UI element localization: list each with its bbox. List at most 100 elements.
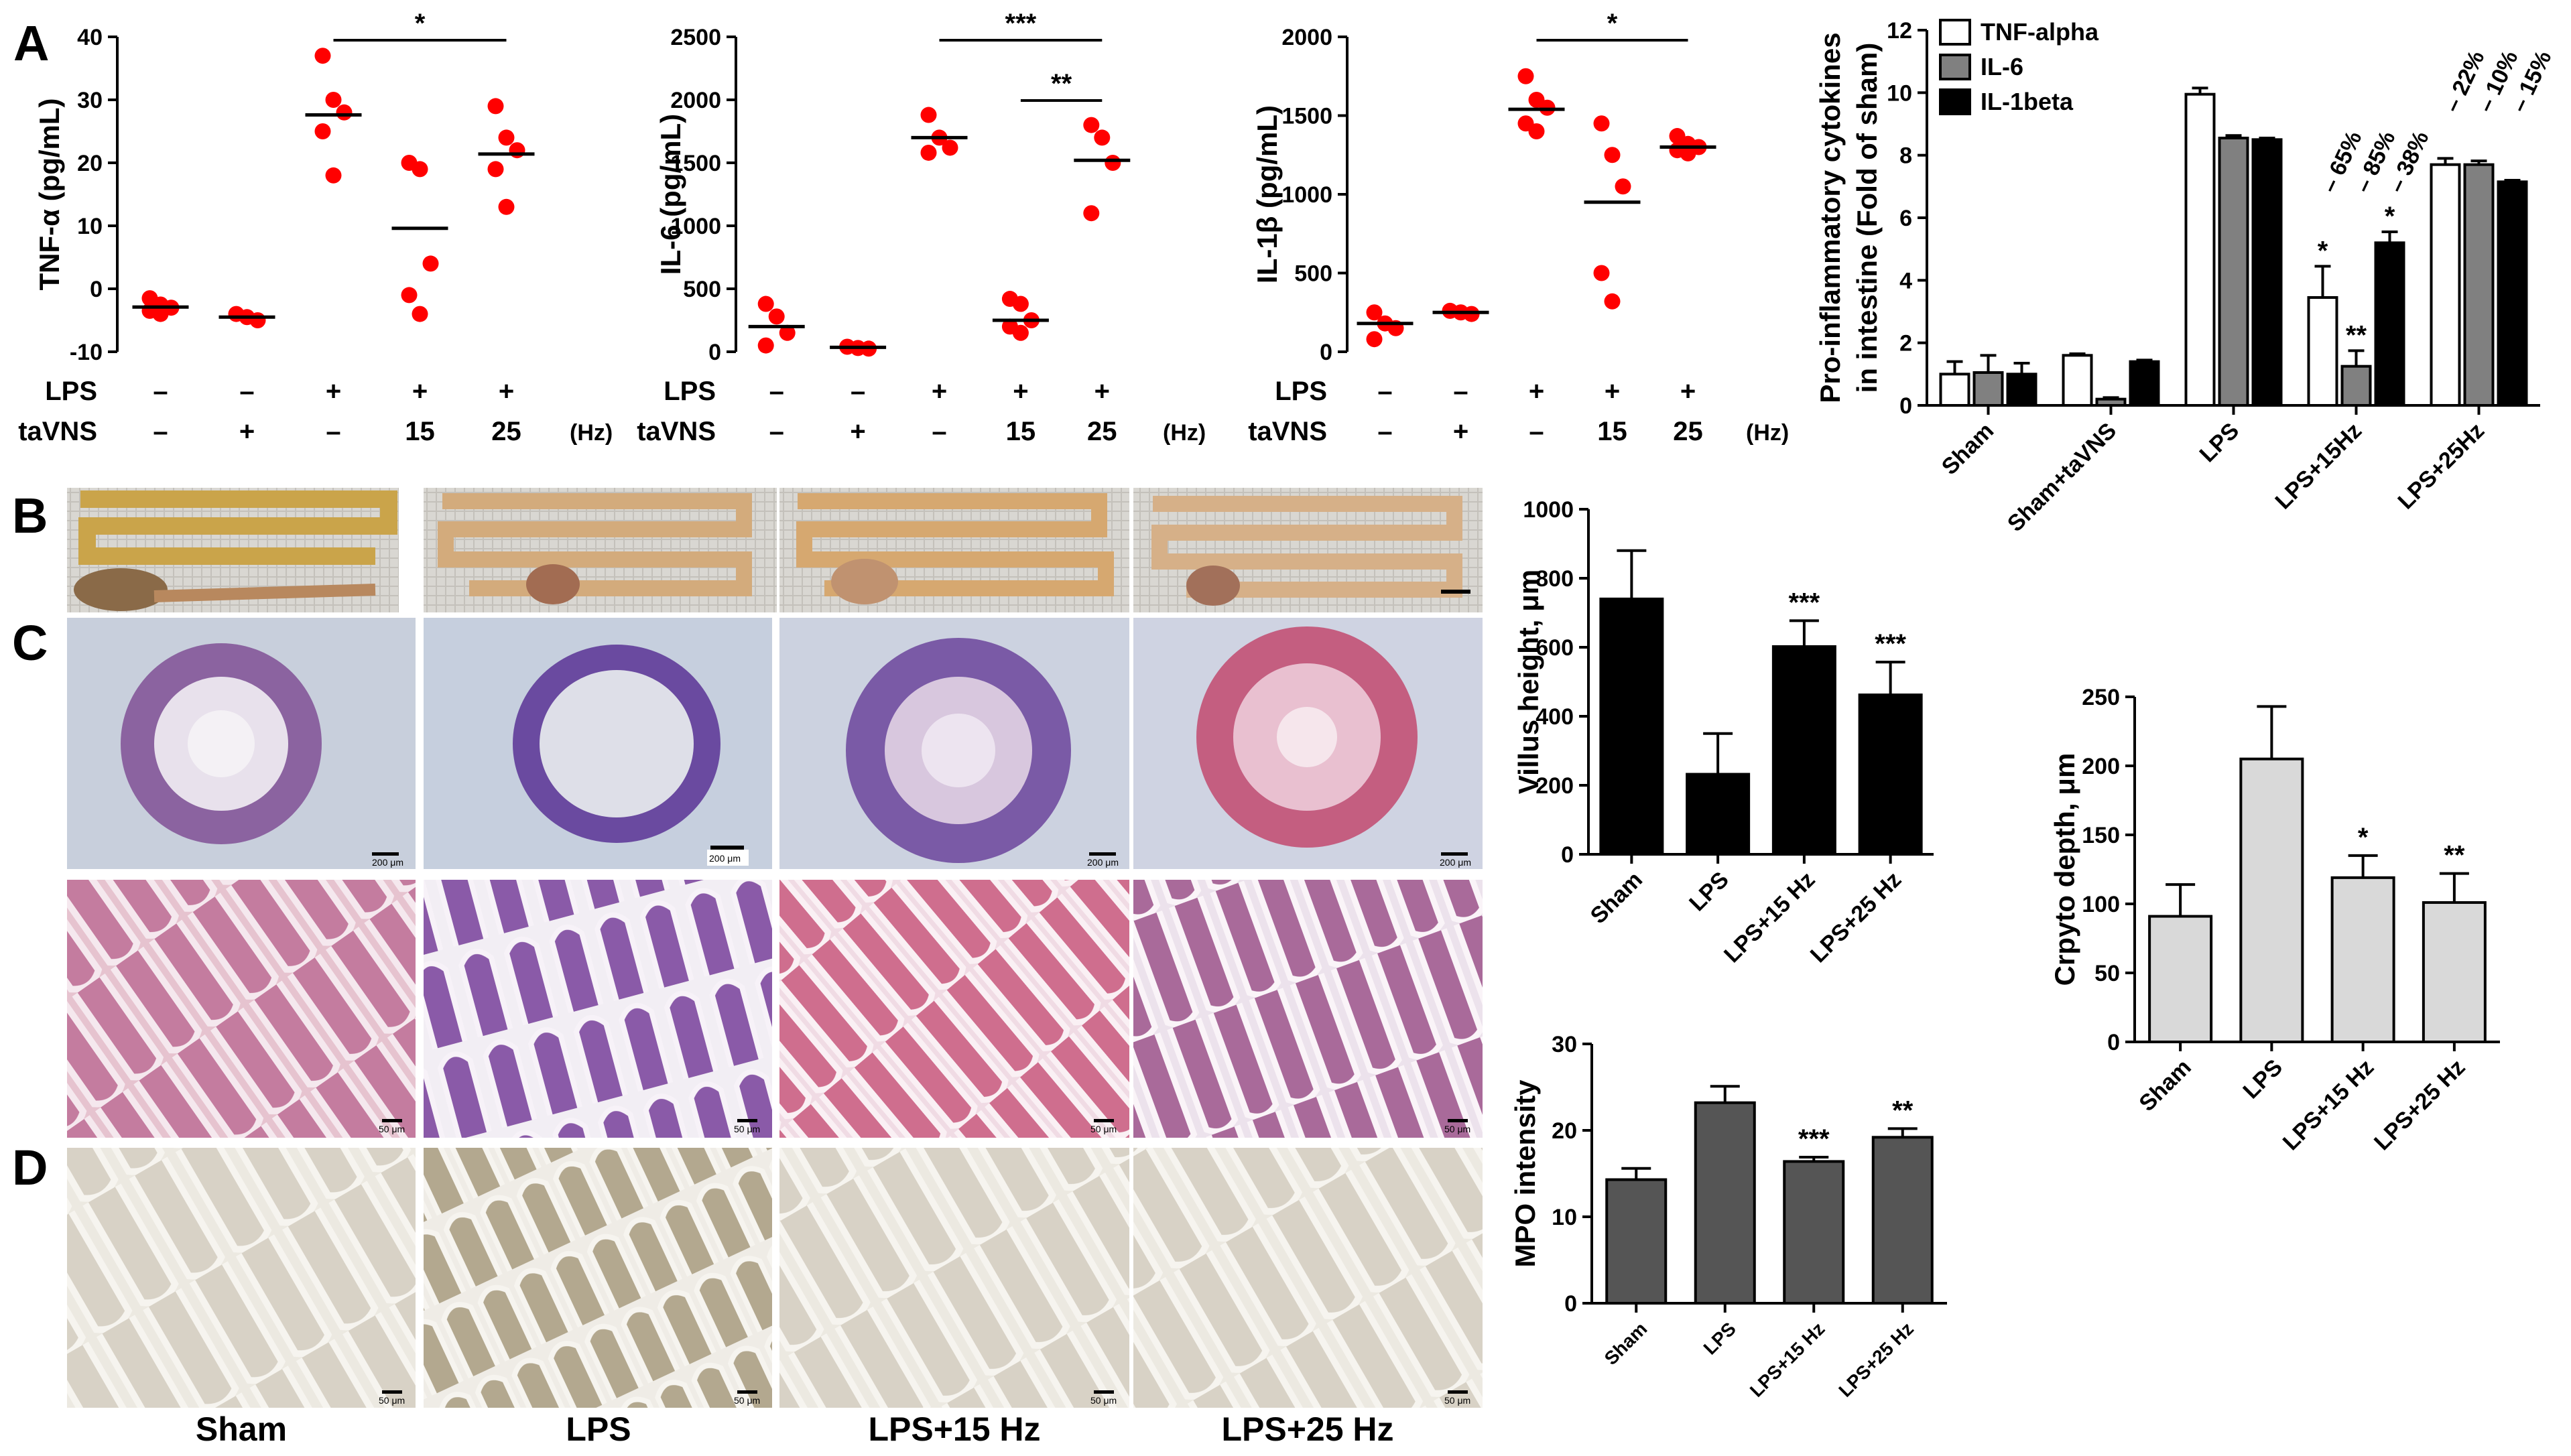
data-point <box>1094 129 1111 146</box>
chart-il1beta: 0 500 1000 1500 2000 IL-1β (pg/mL) – – – + + – +15 +2… <box>1248 9 1789 446</box>
data-point <box>487 98 504 115</box>
significance-stars: * <box>2318 236 2328 265</box>
significance-stars: ** <box>2346 320 2367 350</box>
data-point <box>509 142 525 159</box>
x-tick-label: LPS+25 Hz <box>1806 867 1906 968</box>
y-tick-label: 200 <box>1535 773 1574 799</box>
bar <box>2006 373 2037 407</box>
significance-stars: *** <box>1005 9 1037 38</box>
data-point <box>336 104 353 121</box>
significance-stars: ** <box>1051 69 1072 98</box>
y-tick-label: 0 <box>90 277 103 302</box>
y-tick-label: 1500 <box>1281 104 1332 129</box>
bar <box>1599 597 1664 856</box>
y-tick-label: 6 <box>1899 206 1912 231</box>
bar <box>2307 296 2338 407</box>
tavns-row-label: taVNS <box>637 417 716 446</box>
data-point <box>1012 324 1029 341</box>
significance-stars: *** <box>1875 629 1906 659</box>
data-point <box>498 129 515 146</box>
x-tick-label: LPS <box>1684 867 1734 917</box>
scale-bar-low-15: 200 μm <box>1087 852 1119 868</box>
group-label-sham: Sham <box>196 1410 287 1448</box>
bar <box>1686 773 1751 856</box>
lps-row-value: + <box>932 377 947 406</box>
data-point <box>1366 331 1383 348</box>
x-tick-label: LPS+15Hz <box>2270 418 2367 515</box>
data-point <box>779 324 796 341</box>
y-tick-label: 1500 <box>670 151 721 176</box>
data-point <box>768 308 785 325</box>
scale-bar-label: 50 μm <box>734 1124 760 1134</box>
y-tick-label: 10 <box>77 214 103 239</box>
y-tick-label: 50 <box>2094 961 2120 986</box>
data-point <box>412 306 428 322</box>
panel-label-b: B <box>12 488 48 543</box>
he-high-lps-15hz <box>779 880 1129 1138</box>
mpo-image-lps-25hz <box>1133 1148 1483 1408</box>
scale-bar-high-25: 50 μm <box>1444 1119 1470 1134</box>
tavns-row-value: 15 <box>1006 417 1036 446</box>
lps-row-value: + <box>1094 377 1110 406</box>
bar <box>1694 1101 1756 1305</box>
histology-low-mag-row <box>67 618 1483 869</box>
y-tick-label: 30 <box>1552 1032 1577 1057</box>
scale-bar-mpo-25: 50 μm <box>1444 1390 1470 1406</box>
significance-stars: *** <box>1798 1124 1830 1154</box>
scale-bar-label: 50 μm <box>379 1124 405 1134</box>
lps-row-value: + <box>412 377 428 406</box>
x-tick-label: Sham <box>1601 1318 1651 1369</box>
data-point <box>1105 155 1121 171</box>
y-tick-label: 800 <box>1535 566 1574 592</box>
tavns-row-value: – <box>326 417 340 446</box>
data-point <box>1604 293 1621 310</box>
bar <box>1858 693 1923 856</box>
x-tick-label: LPS+15 Hz <box>1719 867 1820 968</box>
lps-row-label: LPS <box>664 377 716 406</box>
bar <box>2148 915 2213 1044</box>
bar <box>1605 1178 1668 1305</box>
panel-label-c: C <box>12 615 48 671</box>
significance-stars: ** <box>2444 841 2465 870</box>
scale-bar-mpo-sham: 50 μm <box>379 1390 405 1406</box>
y-tick-label: 0 <box>1320 340 1332 365</box>
scale-bars: 200 μm 200 μm 200 μm 200 μm 50 μm 50 μm … <box>372 846 1471 1406</box>
x-tick-label: LPS <box>2195 418 2245 468</box>
x-tick-label: LPS <box>1700 1318 1740 1358</box>
mpo-image-lps-15hz <box>779 1148 1129 1408</box>
y-tick-label: 2500 <box>670 25 721 50</box>
data-point <box>920 107 937 123</box>
y-tick-label: 0 <box>1564 1291 1577 1317</box>
group-label-lps: LPS <box>566 1410 631 1448</box>
bar <box>1771 645 1836 856</box>
scale-bar-mpo-lps: 50 μm <box>734 1390 760 1406</box>
bar <box>1871 1136 1934 1305</box>
tavns-row-value: – <box>1529 417 1544 446</box>
y-tick-label: 0 <box>1561 842 1574 868</box>
tavns-row-value: – <box>932 417 946 446</box>
y-axis-title-line-2: in intestine (Fold of sham) <box>1851 43 1883 393</box>
tavns-row-value: + <box>239 417 255 446</box>
significance-stars: ** <box>1892 1096 1914 1125</box>
scale-bar-low-25: 200 μm <box>1440 852 1471 868</box>
x-tick-label: Sham+taVNS <box>2003 418 2121 537</box>
chart-tnf-alpha: -10 0 10 20 30 40 TNF-α (pg/mL) – – – + + – +15 +25 LPS… <box>18 9 613 446</box>
y-axis-title: Villus height, μm <box>1513 570 1544 794</box>
lps-row-value: – <box>851 377 865 406</box>
data-point <box>314 123 331 139</box>
y-tick-label: 150 <box>2082 823 2120 848</box>
scale-bar-high-lps: 50 μm <box>734 1119 760 1134</box>
chart-villus-height: 0 200 400 600 800 1000 Villus height, μm Sham LP… <box>1513 497 1934 968</box>
y-axis-title: MPO intensity <box>1509 1079 1541 1268</box>
data-point <box>920 144 937 161</box>
bar <box>2129 360 2160 407</box>
lps-row-value: – <box>769 377 784 406</box>
mpo-image-sham <box>67 1148 416 1408</box>
chart-fold-of-sham: 0 2 4 6 8 10 12 Pro-inflammatory cytokines in in… <box>1814 18 2556 537</box>
he-high-lps-25hz <box>1133 880 1483 1138</box>
data-point <box>1604 147 1621 163</box>
significance-stars: * <box>1607 9 1618 38</box>
significance-stars: * <box>2385 202 2395 231</box>
y-tick-label: 400 <box>1535 704 1574 730</box>
